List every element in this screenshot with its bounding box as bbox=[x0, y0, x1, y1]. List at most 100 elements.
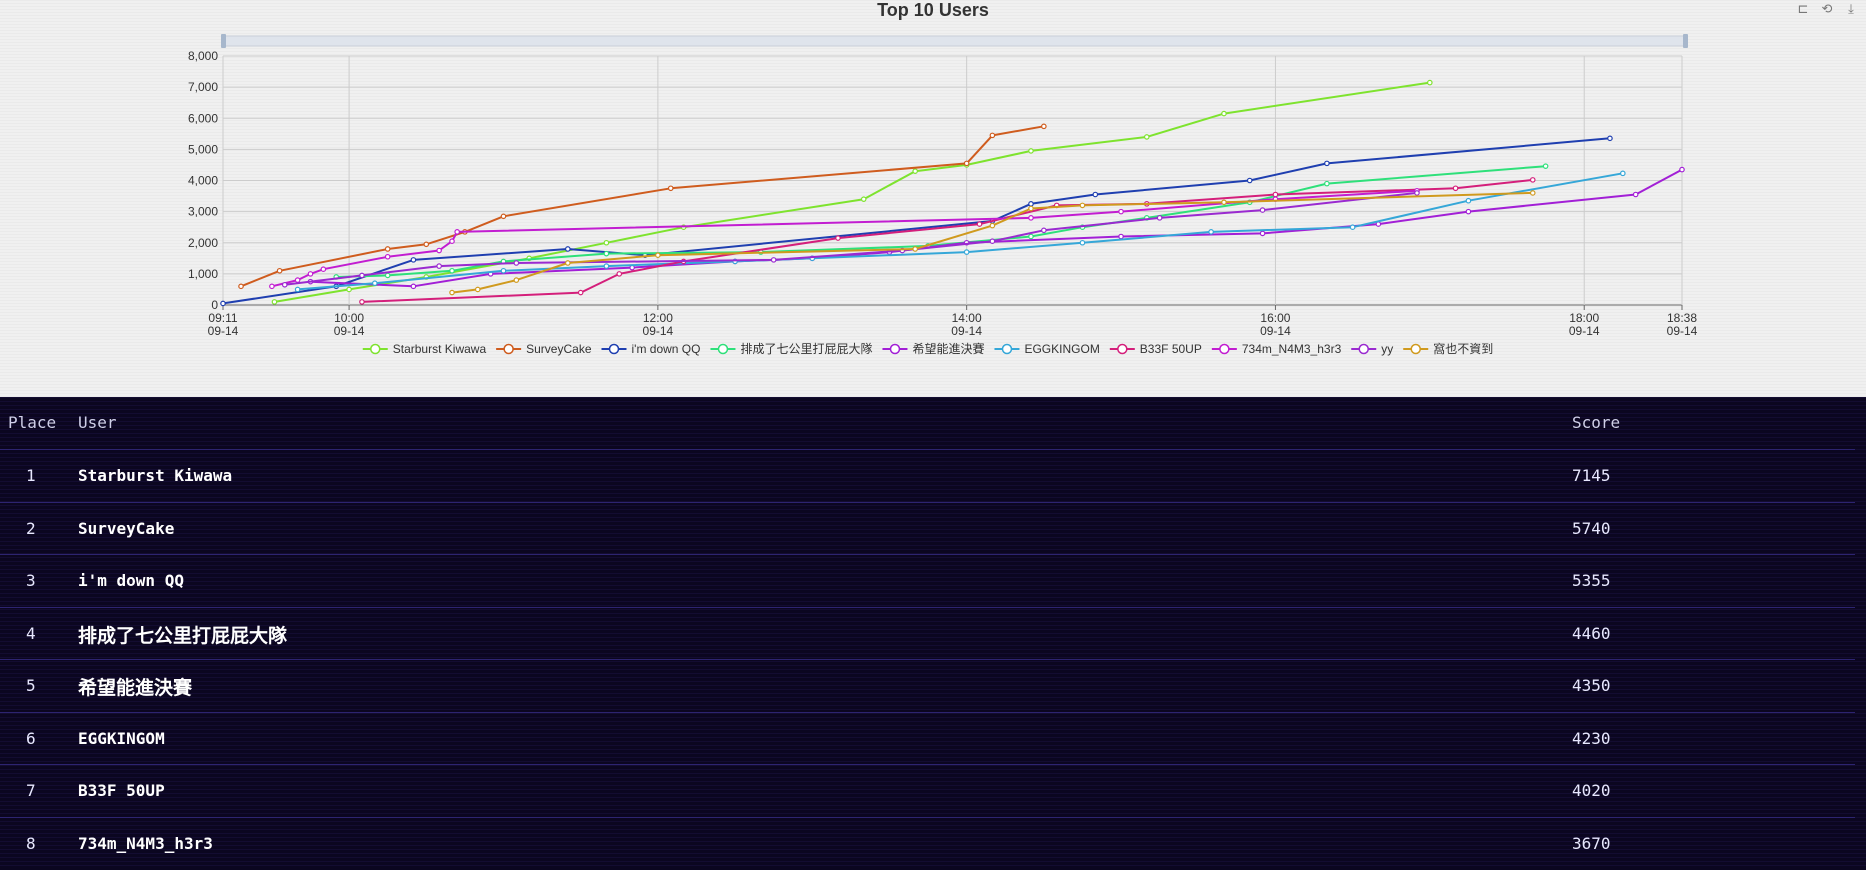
data-point[interactable] bbox=[1414, 190, 1420, 196]
data-point[interactable] bbox=[1452, 185, 1459, 192]
table-row[interactable]: 8 734m_N4M3_h3r3 3670 bbox=[0, 816, 1855, 870]
data-point[interactable] bbox=[603, 250, 610, 257]
zoom-slider-handle-left[interactable] bbox=[221, 34, 226, 48]
legend-marker[interactable] bbox=[717, 343, 729, 355]
user-cell[interactable]: Starburst Kiwawa bbox=[78, 466, 233, 485]
score-column-header[interactable]: Score bbox=[1572, 413, 1621, 432]
data-point[interactable] bbox=[989, 222, 996, 229]
data-point[interactable] bbox=[1272, 191, 1279, 198]
data-point[interactable] bbox=[1221, 199, 1227, 206]
data-point[interactable] bbox=[359, 299, 365, 305]
user-cell[interactable]: 希望能進決賽 bbox=[78, 677, 193, 699]
data-point[interactable] bbox=[436, 263, 442, 269]
data-point[interactable] bbox=[1041, 123, 1047, 130]
legend-label[interactable]: i'm down QQ bbox=[631, 342, 700, 356]
data-point[interactable] bbox=[384, 253, 391, 260]
legend-label[interactable]: EGGKINGOM bbox=[1024, 342, 1099, 356]
data-point[interactable] bbox=[454, 229, 460, 235]
data-point[interactable] bbox=[1028, 148, 1034, 154]
data-point[interactable] bbox=[1143, 134, 1150, 140]
data-point[interactable] bbox=[1324, 180, 1330, 187]
table-row[interactable]: 2 SurveyCake 5740 bbox=[0, 501, 1855, 555]
data-zoom-icon[interactable]: ⊏ bbox=[1797, 2, 1809, 17]
data-point[interactable] bbox=[1028, 205, 1034, 212]
data-point[interactable] bbox=[603, 239, 610, 246]
place-column-header[interactable]: Place bbox=[8, 413, 57, 432]
table-row[interactable]: 3 i'm down QQ 5355 bbox=[0, 554, 1855, 607]
data-point[interactable] bbox=[410, 257, 417, 263]
data-point[interactable] bbox=[372, 280, 378, 287]
data-point[interactable] bbox=[1118, 208, 1124, 215]
legend-marker[interactable] bbox=[503, 343, 514, 355]
data-point[interactable] bbox=[384, 246, 391, 252]
data-point[interactable] bbox=[565, 260, 571, 266]
data-point[interactable] bbox=[1041, 227, 1047, 234]
series-line[interactable] bbox=[336, 165, 1546, 278]
legend-label[interactable]: yy bbox=[1381, 342, 1393, 356]
data-point[interactable] bbox=[667, 185, 674, 192]
data-point[interactable] bbox=[963, 249, 970, 255]
data-point[interactable] bbox=[1529, 177, 1536, 183]
data-point[interactable] bbox=[1349, 224, 1356, 230]
data-point[interactable] bbox=[616, 271, 623, 277]
user-cell[interactable]: B33F 50UP bbox=[78, 781, 165, 800]
data-point[interactable] bbox=[436, 247, 442, 254]
data-point[interactable] bbox=[1221, 110, 1227, 117]
data-point[interactable] bbox=[989, 238, 996, 244]
data-point[interactable] bbox=[281, 281, 288, 288]
data-point[interactable] bbox=[269, 283, 275, 290]
data-point[interactable] bbox=[1028, 233, 1034, 240]
data-point[interactable] bbox=[423, 241, 430, 248]
legend-label[interactable]: SurveyCake bbox=[526, 342, 592, 356]
table-row[interactable]: 4 排成了七公里打屁屁大隊 4460 bbox=[0, 606, 1855, 660]
data-point[interactable] bbox=[449, 238, 455, 244]
user-cell[interactable]: EGGKINGOM bbox=[78, 728, 165, 748]
data-point[interactable] bbox=[320, 266, 327, 273]
legend-label[interactable]: 窩也不資到 bbox=[1433, 341, 1493, 356]
data-point[interactable] bbox=[1079, 202, 1086, 209]
legend-label[interactable]: 734m_N4M3_h3r3 bbox=[1242, 342, 1342, 356]
data-point[interactable] bbox=[449, 267, 455, 274]
zoom-slider-track[interactable] bbox=[222, 35, 1687, 47]
data-point[interactable] bbox=[1529, 190, 1536, 196]
data-point[interactable] bbox=[655, 252, 661, 259]
data-point[interactable] bbox=[963, 160, 970, 167]
data-point[interactable] bbox=[1324, 160, 1330, 167]
legend-label[interactable]: Starburst Kiwawa bbox=[393, 342, 487, 356]
data-point[interactable] bbox=[513, 260, 520, 266]
zoom-slider-handle-right[interactable] bbox=[1683, 34, 1688, 48]
data-point[interactable] bbox=[603, 263, 610, 269]
user-cell[interactable]: i'm down QQ bbox=[78, 571, 184, 590]
data-point[interactable] bbox=[1246, 177, 1253, 184]
series-line[interactable] bbox=[297, 172, 1623, 291]
data-point[interactable] bbox=[276, 267, 283, 274]
data-point[interactable] bbox=[835, 235, 841, 241]
data-point[interactable] bbox=[500, 267, 507, 274]
data-point[interactable] bbox=[1620, 170, 1626, 177]
data-point[interactable] bbox=[1465, 208, 1472, 215]
data-point[interactable] bbox=[513, 277, 520, 283]
data-point[interactable] bbox=[1632, 191, 1639, 198]
data-point[interactable] bbox=[1079, 239, 1086, 246]
data-point[interactable] bbox=[1607, 135, 1613, 142]
table-row[interactable]: 5 希望能進決賽 4350 bbox=[0, 659, 1855, 712]
data-point[interactable] bbox=[220, 300, 226, 307]
data-point[interactable] bbox=[1118, 233, 1124, 240]
data-point[interactable] bbox=[449, 289, 455, 296]
data-point[interactable] bbox=[307, 271, 314, 277]
data-point[interactable] bbox=[271, 299, 278, 305]
data-point[interactable] bbox=[1028, 215, 1034, 221]
legend-label[interactable]: 希望能進決賽 bbox=[912, 341, 984, 356]
series-line[interactable] bbox=[240, 125, 1044, 288]
legend-marker[interactable] bbox=[1117, 343, 1128, 355]
reset-icon[interactable]: ⟲ bbox=[1821, 2, 1833, 17]
data-point[interactable] bbox=[976, 221, 983, 227]
legend-label[interactable]: B33F 50UP bbox=[1140, 342, 1202, 356]
data-point[interactable] bbox=[294, 277, 301, 283]
legend-marker[interactable] bbox=[608, 343, 620, 355]
legend-marker[interactable] bbox=[1358, 343, 1369, 355]
data-point[interactable] bbox=[1465, 197, 1472, 204]
legend-marker[interactable] bbox=[370, 343, 381, 355]
data-point[interactable] bbox=[1208, 229, 1214, 235]
legend-label[interactable]: 排成了七公里打屁屁大隊 bbox=[740, 341, 872, 356]
